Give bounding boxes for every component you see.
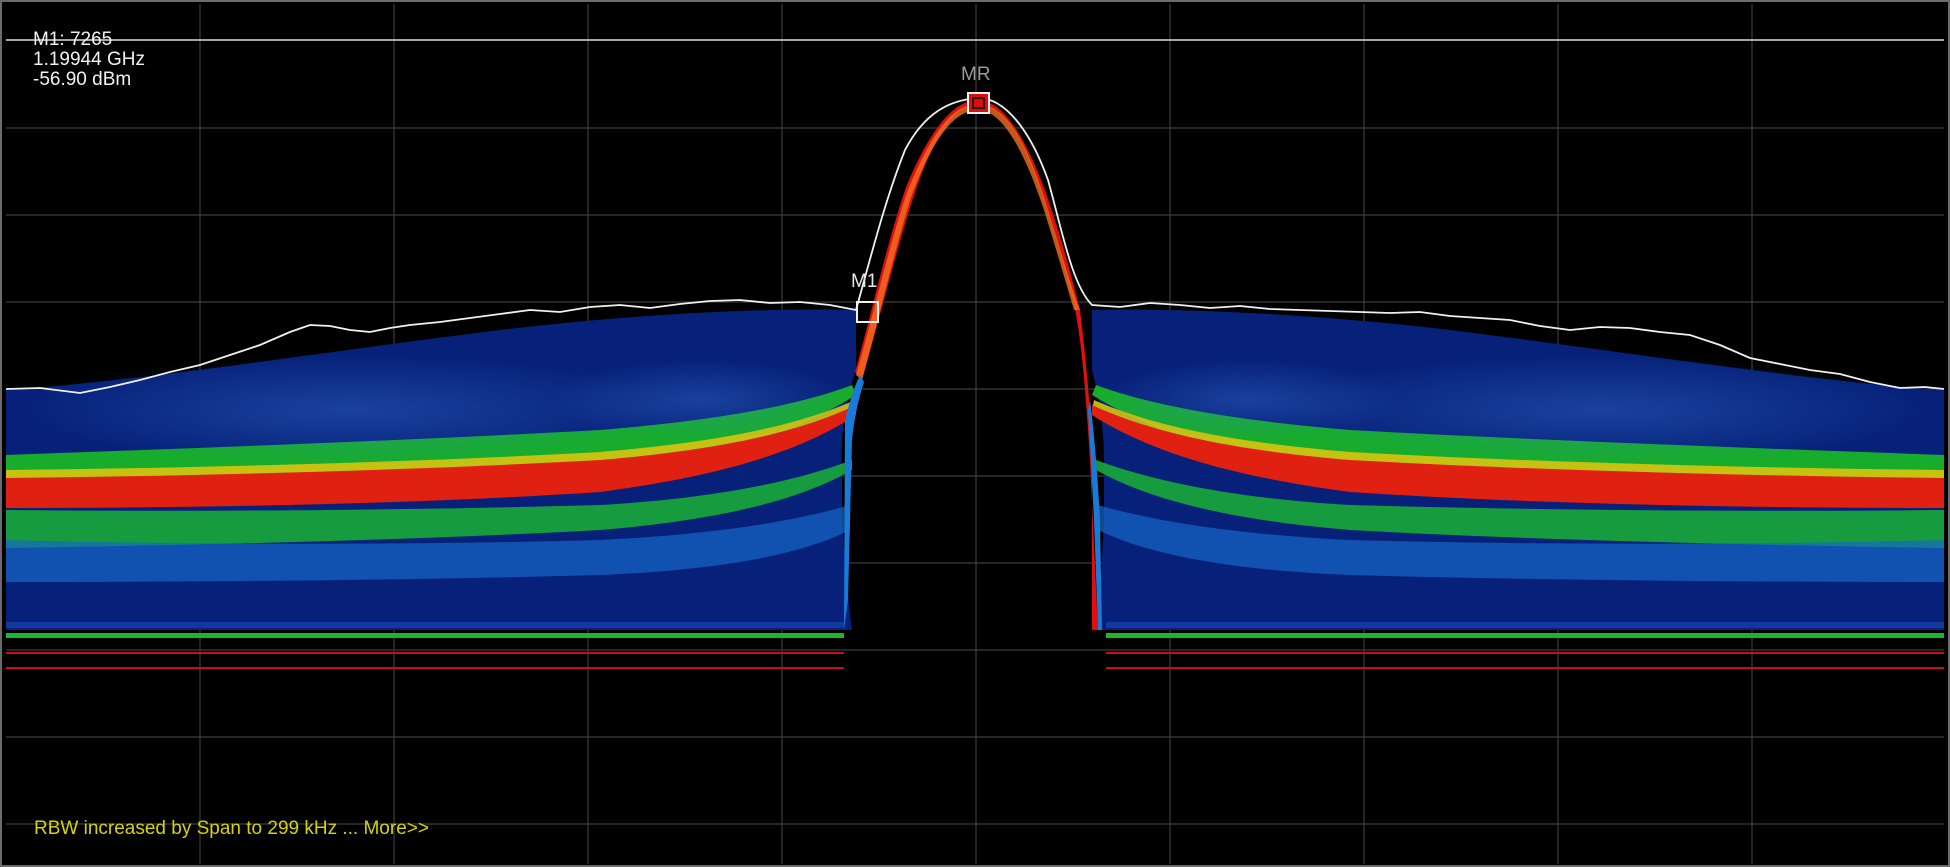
marker-m1-box[interactable] bbox=[856, 301, 879, 323]
marker-m1-label: M1 bbox=[851, 271, 878, 292]
carrier-peak bbox=[844, 100, 1102, 630]
persistence-left bbox=[6, 309, 856, 669]
marker-readout-index: M1: 7265 bbox=[33, 29, 113, 50]
marker-mr-inner bbox=[972, 97, 985, 109]
marker-readout: M1: 7265 1.19944 GHz -56.90 dBm bbox=[33, 30, 145, 90]
marker-readout-frequency: 1.19944 GHz bbox=[33, 49, 145, 70]
marker-readout-amplitude: -56.90 dBm bbox=[33, 69, 132, 90]
status-message[interactable]: RBW increased by Span to 299 kHz ... Mor… bbox=[34, 818, 429, 839]
marker-mr-box[interactable] bbox=[967, 92, 990, 114]
marker-mr-label: MR bbox=[961, 64, 991, 85]
persistence-right bbox=[1092, 309, 1944, 669]
